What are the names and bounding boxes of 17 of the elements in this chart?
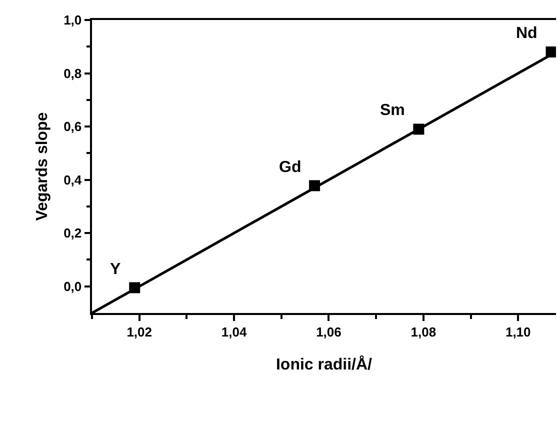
annotation: Nd (516, 25, 538, 42)
x-tick-label: 1,08 (410, 324, 436, 340)
x-tick-label: 1,10 (505, 324, 531, 340)
x-tick-label: 1,06 (316, 324, 342, 340)
annotation: Gd (279, 159, 302, 176)
y-tick-label: 0,2 (64, 226, 82, 241)
x-axis-title: Ionic radii/Å/ (276, 354, 373, 374)
x-tick-label: 1,02 (126, 324, 152, 340)
annotation: Sm (380, 102, 405, 119)
annotation: Y (110, 261, 121, 278)
y-tick-label: 0,8 (64, 66, 82, 81)
y-tick-label: 1,0 (64, 12, 82, 28)
y-tick-label: 0,6 (64, 119, 82, 134)
y-axis-title: Vegards slope (34, 112, 51, 221)
y-tick-label: 0,0 (64, 278, 82, 294)
x-tick-label: 1,04 (221, 324, 248, 340)
y-tick-label: 0,4 (64, 172, 82, 188)
